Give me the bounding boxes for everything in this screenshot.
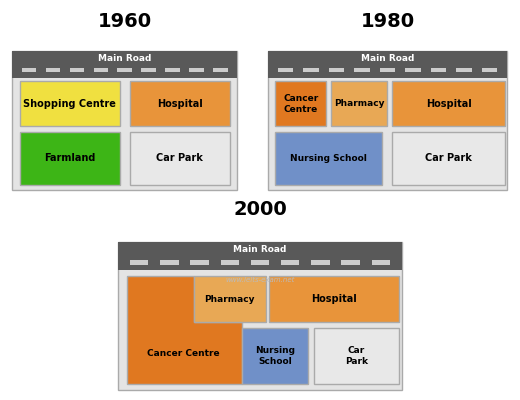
Text: Hospital: Hospital bbox=[157, 99, 203, 109]
Bar bbox=[269, 276, 399, 322]
Bar bbox=[130, 260, 148, 264]
Bar bbox=[354, 68, 370, 72]
Bar bbox=[251, 260, 269, 264]
Bar bbox=[329, 68, 344, 72]
Bar bbox=[118, 68, 132, 72]
Bar bbox=[268, 51, 507, 190]
Bar bbox=[118, 242, 402, 390]
Bar bbox=[213, 68, 228, 72]
Bar bbox=[118, 242, 402, 270]
Text: Pharmacy: Pharmacy bbox=[334, 99, 385, 108]
Bar bbox=[268, 51, 507, 78]
Text: Main Road: Main Road bbox=[361, 54, 414, 63]
Bar bbox=[20, 132, 120, 185]
Bar bbox=[331, 81, 387, 126]
Bar bbox=[129, 132, 230, 185]
Bar bbox=[22, 68, 36, 72]
Bar bbox=[70, 68, 84, 72]
Bar bbox=[303, 68, 319, 72]
Bar bbox=[141, 68, 156, 72]
Bar bbox=[278, 68, 293, 72]
Bar bbox=[12, 51, 237, 78]
Bar bbox=[46, 68, 60, 72]
Text: Car Park: Car Park bbox=[425, 153, 472, 163]
Text: Car Park: Car Park bbox=[157, 153, 203, 163]
Bar bbox=[94, 68, 108, 72]
Bar bbox=[380, 68, 395, 72]
Text: Hospital: Hospital bbox=[311, 294, 357, 304]
Text: Main Road: Main Road bbox=[98, 54, 151, 63]
Bar bbox=[275, 132, 382, 185]
Bar bbox=[190, 260, 209, 264]
Text: 1980: 1980 bbox=[360, 12, 414, 31]
Text: Pharmacy: Pharmacy bbox=[204, 294, 255, 304]
Bar bbox=[160, 260, 179, 264]
Bar bbox=[405, 68, 421, 72]
Bar bbox=[311, 260, 330, 264]
Text: Cancer Centre: Cancer Centre bbox=[147, 348, 219, 358]
Text: Cancer
Centre: Cancer Centre bbox=[283, 94, 318, 114]
Text: Farmland: Farmland bbox=[44, 153, 96, 163]
Text: www.ielts-exam.net: www.ielts-exam.net bbox=[225, 277, 295, 283]
Bar bbox=[129, 81, 230, 126]
Bar bbox=[456, 68, 472, 72]
Bar bbox=[372, 260, 390, 264]
Bar bbox=[20, 81, 120, 126]
Text: 2000: 2000 bbox=[233, 200, 287, 219]
Text: Nursing
School: Nursing School bbox=[255, 346, 295, 366]
Bar bbox=[12, 51, 237, 190]
Bar bbox=[431, 68, 446, 72]
Bar bbox=[314, 328, 399, 384]
Bar bbox=[165, 68, 180, 72]
Bar bbox=[281, 260, 300, 264]
Bar bbox=[393, 132, 504, 185]
Text: Shopping Centre: Shopping Centre bbox=[23, 99, 116, 109]
Text: Nursing School: Nursing School bbox=[290, 154, 367, 163]
Text: 1960: 1960 bbox=[98, 12, 152, 31]
Text: Hospital: Hospital bbox=[426, 99, 472, 109]
Text: Car
Park: Car Park bbox=[345, 346, 368, 366]
Bar bbox=[242, 328, 308, 384]
Polygon shape bbox=[127, 276, 242, 384]
Bar bbox=[189, 68, 204, 72]
Bar bbox=[482, 68, 497, 72]
Bar bbox=[341, 260, 360, 264]
Bar bbox=[393, 81, 504, 126]
Bar bbox=[193, 276, 266, 322]
Bar bbox=[220, 260, 239, 264]
Bar bbox=[275, 81, 326, 126]
Text: Main Road: Main Road bbox=[233, 245, 287, 254]
